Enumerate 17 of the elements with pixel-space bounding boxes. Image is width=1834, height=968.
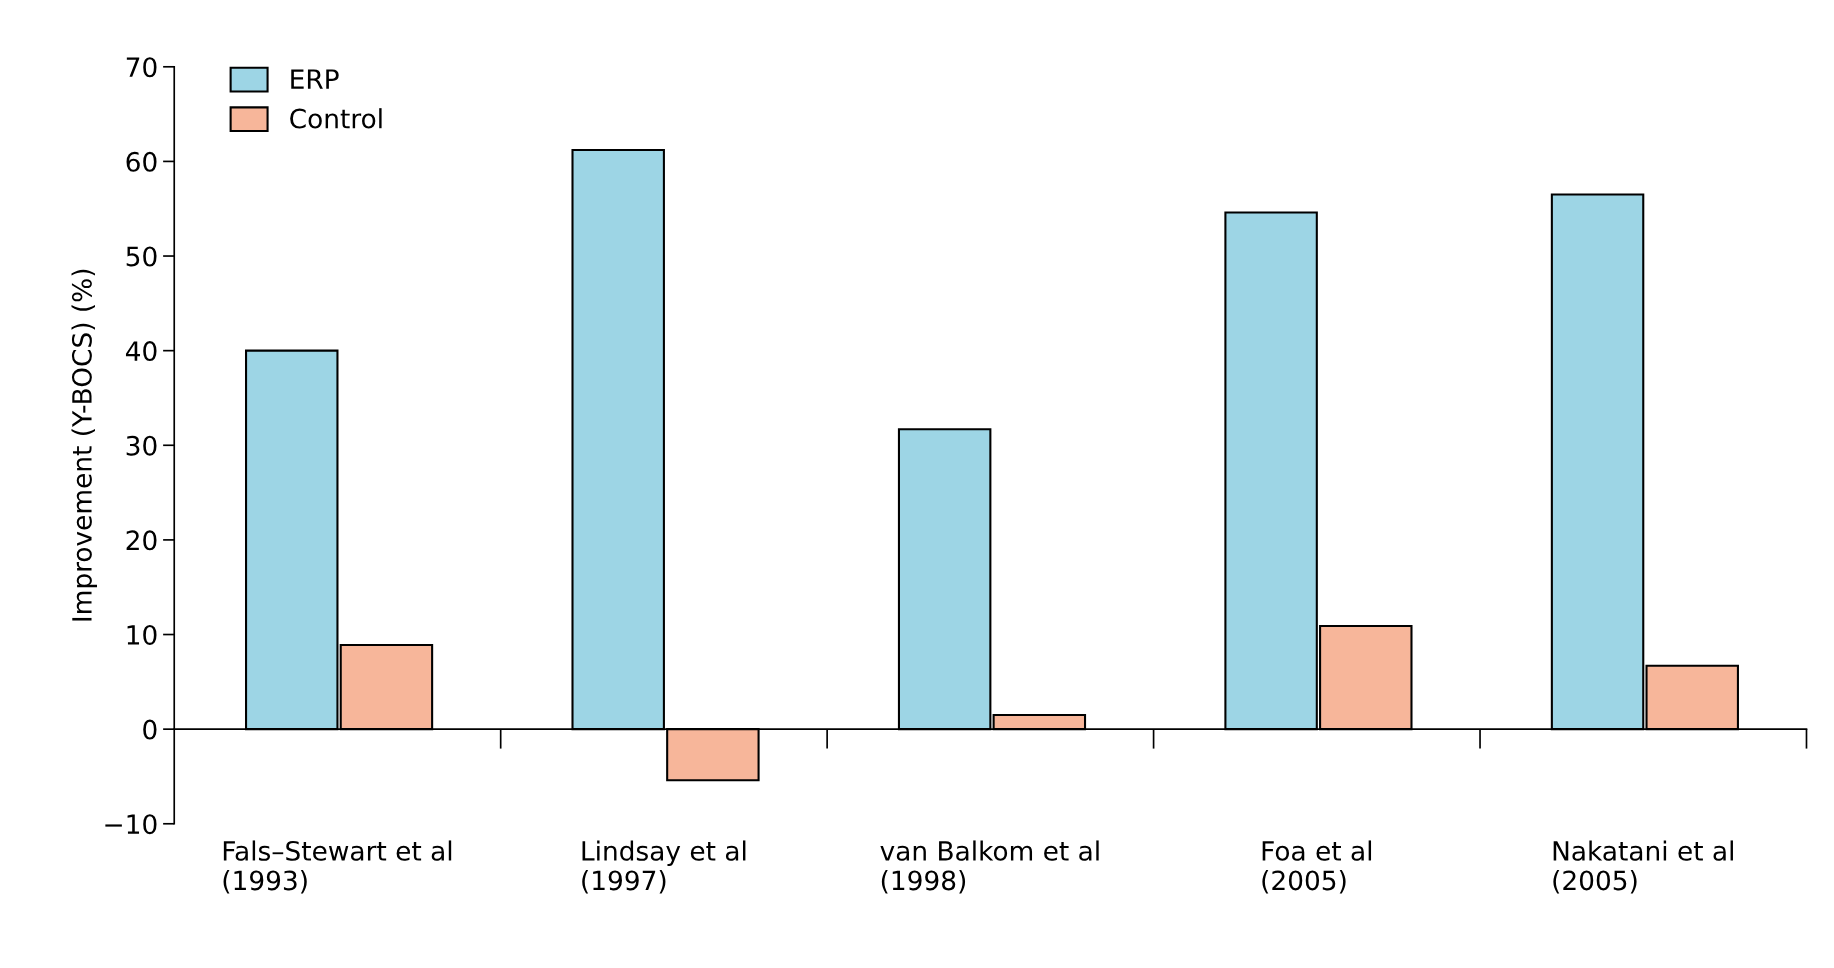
y-tick-label: 50 [126,246,157,267]
x-tick-label: Foa et al (2005) [1262,840,1372,894]
x-tick-label: van Balkom et al (1998) [880,840,1099,894]
x-tick-label: Lindsay et al (1997) [582,840,746,894]
y-tick-label: 0 [143,719,157,740]
y-tick-label: −10 [105,814,157,835]
x-tick-label: Fals–Stewart et al (1993) [223,840,452,894]
y-axis-title: Improvement (Y-BOCS) (%) [71,269,98,621]
x-tick-label: Nakatani et al (2005) [1553,840,1733,894]
legend-label: ERP [291,69,339,89]
y-tick-label: 30 [126,435,157,456]
y-tick-label: 20 [126,530,157,551]
legend-label: Control [290,108,382,129]
y-tick-label: 60 [126,151,157,172]
y-tick-label: 40 [125,341,157,362]
y-tick-label: 70 [126,57,157,78]
y-tick-label: 10 [127,624,157,645]
